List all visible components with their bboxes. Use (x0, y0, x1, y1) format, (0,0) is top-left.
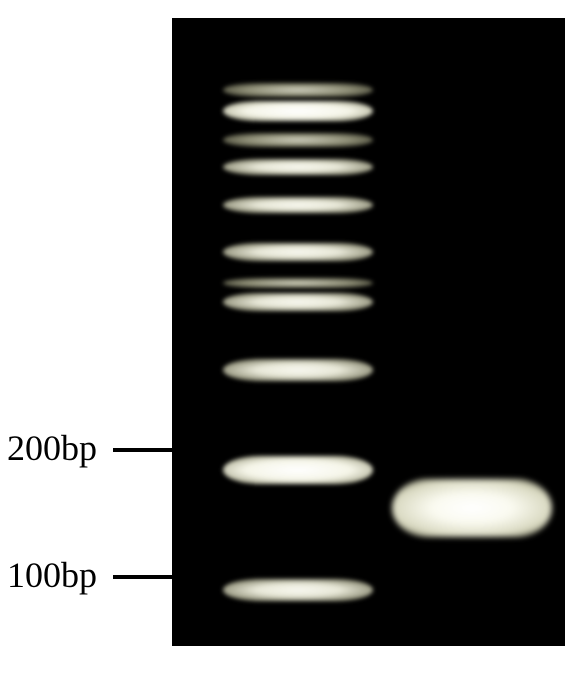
ladder-band (223, 159, 373, 175)
ladder-band-200bp (223, 456, 373, 484)
arrow-100bp (113, 575, 203, 579)
ladder-band (223, 278, 373, 288)
sample-lane (400, 21, 550, 643)
arrow-200bp (113, 448, 203, 452)
ladder-band (223, 197, 373, 213)
ladder-band (223, 243, 373, 261)
ladder-band (223, 359, 373, 381)
sample-band (392, 479, 552, 537)
ladder-band (223, 101, 373, 121)
ladder-lane (223, 21, 373, 643)
label-200bp: 200bp (7, 427, 97, 469)
label-100bp: 100bp (7, 554, 97, 596)
gel-image (172, 18, 565, 646)
ladder-band (223, 293, 373, 311)
ladder-band-100bp (223, 579, 373, 601)
ladder-band (223, 83, 373, 97)
ladder-band (223, 133, 373, 147)
